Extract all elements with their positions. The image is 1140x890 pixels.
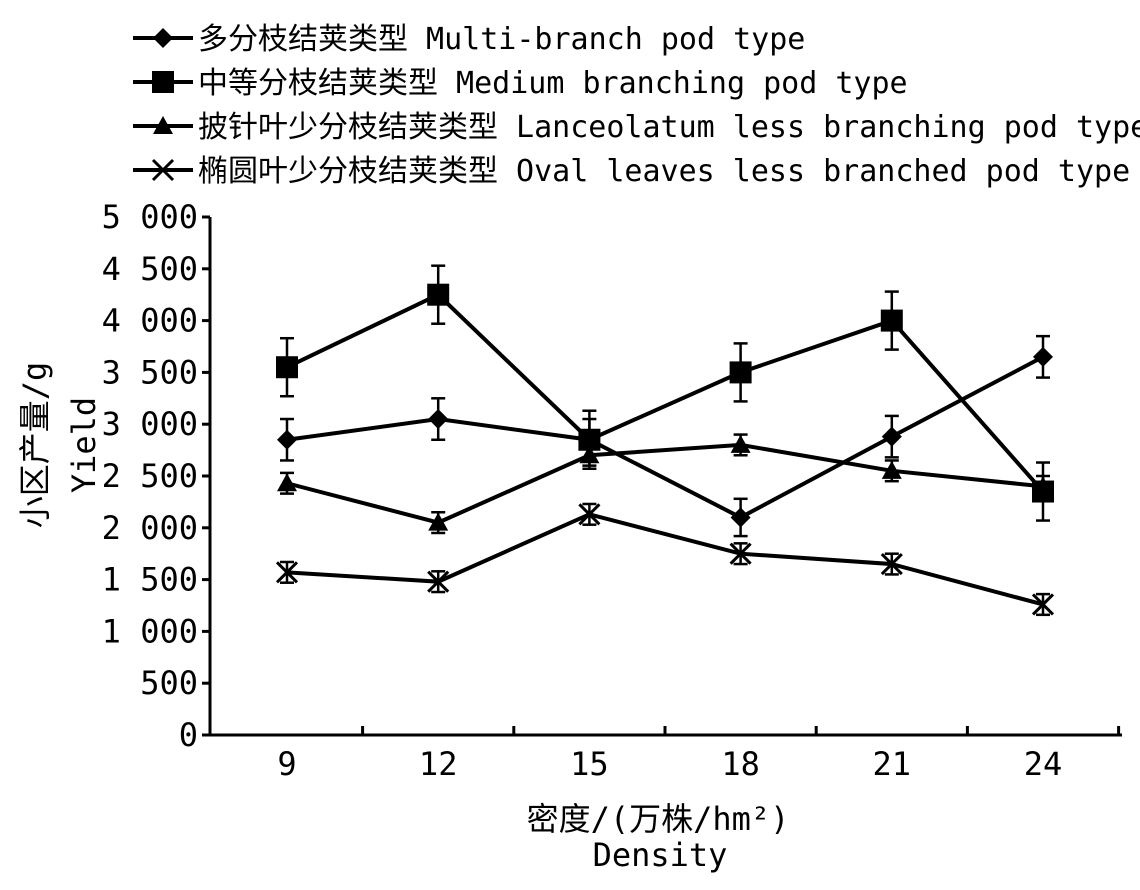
legend-entry-3: 披针叶少分枝结荚类型 Lanceolatum less branching po… [133, 110, 1140, 145]
data-point [730, 434, 751, 453]
y-tick-label: 5 000 [102, 198, 198, 236]
data-point [277, 473, 297, 492]
data-point [578, 503, 601, 526]
data-point [277, 429, 297, 450]
x-axis-label-cn: 密度/(万株/hm²) [527, 800, 790, 838]
y-tick-label: 2 000 [102, 509, 198, 547]
legend-entry-2: 中等分枝结荚类型 Medium branching pod type [133, 66, 908, 101]
legend-marker [152, 71, 174, 93]
data-point [427, 570, 450, 593]
data-point [729, 542, 752, 565]
legend-entry-4: 椭圆叶少分枝结荚类型 Oval leaves less branched pod… [133, 154, 1130, 189]
x-axis-label-en: Density [593, 836, 728, 874]
y-tick-label: 1 000 [102, 612, 198, 650]
series-line [286, 355, 1044, 520]
legend-label: 多分枝结荚类型 Multi-branch pod type [198, 22, 805, 57]
y-axis-label-en: Yield [65, 397, 103, 493]
y-tick-label: 2 500 [102, 457, 198, 495]
data-point [579, 445, 600, 464]
series-4 [275, 502, 1055, 617]
axes: 0 500 1 000 1 500 2 000 2 500 3 000 3 500 4 000 4… [102, 198, 1122, 783]
y-axis-label-cn: 小区产量/g [16, 362, 54, 529]
x-tick-label: 15 [570, 745, 609, 783]
data-point [427, 283, 450, 306]
y-tick-label: 0 [179, 716, 198, 754]
data-point [729, 361, 752, 384]
series-line [286, 292, 1045, 493]
data-point [880, 552, 903, 576]
x-tick-label: 9 [277, 745, 296, 783]
legend-marker [151, 158, 175, 182]
y-tick-label: 500 [140, 664, 198, 702]
legend-label: 披针叶少分枝结荚类型 Lanceolatum less branching po… [198, 110, 1140, 145]
data-point [881, 460, 902, 479]
series-3 [277, 433, 1053, 535]
series-group [275, 264, 1055, 617]
data-point [276, 356, 298, 379]
y-tick-label: 4 500 [102, 250, 198, 288]
y-tick-label: 4 000 [102, 302, 198, 340]
legend-label: 椭圆叶少分枝结荚类型 Oval leaves less branched pod… [198, 154, 1130, 189]
series-1 [277, 334, 1053, 538]
x-tick-label: 21 [873, 745, 912, 783]
data-point [881, 426, 902, 447]
legend-label: 中等分枝结荚类型 Medium branching pod type [198, 66, 908, 101]
legend-marker [153, 116, 173, 134]
x-tick-label: 24 [1024, 745, 1063, 783]
x-tick-label: 12 [419, 745, 458, 783]
y-tick-label: 3 500 [102, 353, 198, 391]
legend: 多分枝结荚类型 Multi-branch pod type 中等分枝结荚类型 Me… [133, 22, 1140, 189]
series-line [286, 442, 1044, 525]
data-point [880, 309, 903, 332]
data-point [428, 512, 449, 531]
x-tick-label: 18 [721, 745, 760, 783]
series-line [286, 512, 1044, 607]
data-point [428, 409, 449, 430]
data-point [275, 561, 299, 584]
data-point [1033, 346, 1053, 367]
y-tick-label: 1 500 [102, 561, 198, 599]
data-point [730, 507, 751, 528]
series-2 [276, 264, 1054, 522]
y-tick-label: 3 000 [102, 405, 198, 443]
legend-entry-1: 多分枝结荚类型 Multi-branch pod type [133, 22, 805, 57]
data-point [1033, 476, 1053, 495]
data-point [1031, 593, 1055, 616]
legend-marker [153, 28, 173, 48]
